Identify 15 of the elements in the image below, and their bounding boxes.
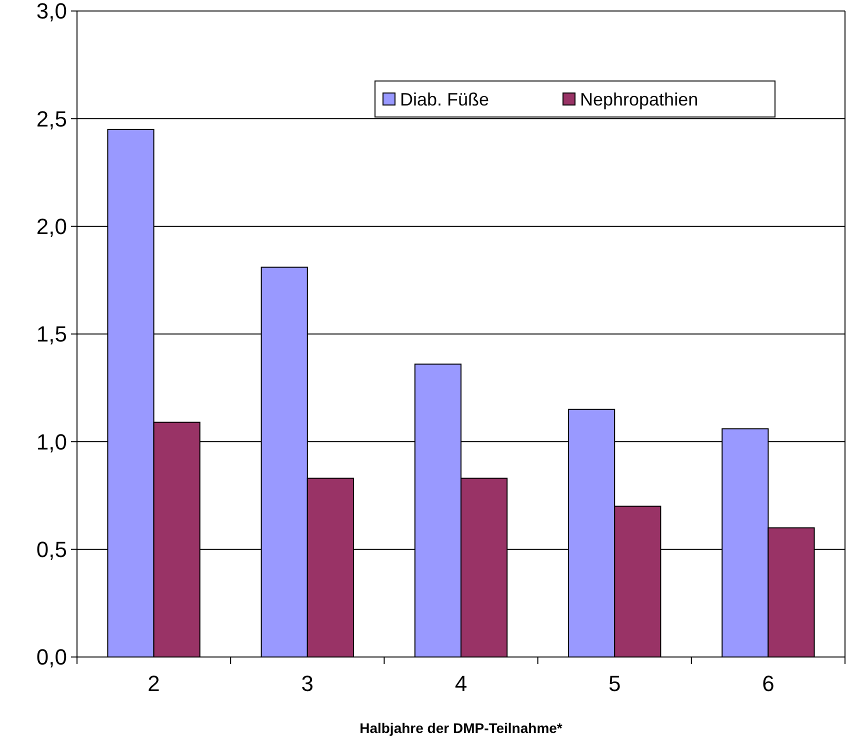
legend-label: Diab. Füße [400,89,490,110]
y-tick-label: 2,5 [36,106,67,132]
y-tick-label: 3,0 [36,0,67,24]
y-tick-label: 0,5 [36,537,67,562]
y-tick-label: 0,0 [36,644,67,670]
x-axis-title: Halbjahre der DMP-Teilnahme* [360,720,563,736]
y-tick-label: 1,5 [36,322,67,347]
y-tick-label: 1,0 [36,429,67,454]
x-tick-label: 2 [148,671,160,696]
legend-label: Nephropathien [580,89,698,110]
x-tick-label: 5 [608,671,621,696]
y-tick-label: 2,0 [36,214,67,240]
x-tick-label: 4 [454,671,468,696]
x-tick-label: 6 [762,671,774,696]
x-tick-label: 3 [301,671,314,696]
